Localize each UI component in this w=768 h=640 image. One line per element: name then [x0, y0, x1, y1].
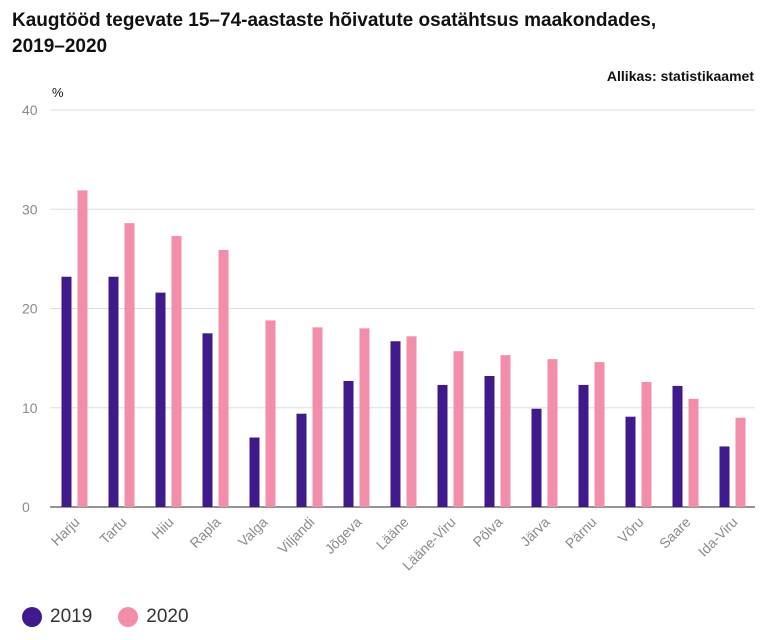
bar-2020-Viljandi	[312, 327, 323, 507]
x-category-label: Viljandi	[275, 514, 318, 557]
x-category-label: Ida-Viru	[695, 514, 741, 560]
bar-2019-Saare	[672, 385, 683, 507]
bar-2020-Harju	[77, 190, 88, 507]
bar-2019-Järva	[531, 408, 542, 507]
legend: 2019 2020	[22, 606, 189, 628]
x-category-label: Tartu	[96, 514, 129, 547]
bar-2020-Valga	[265, 320, 276, 507]
bar-2019-Põlva	[484, 375, 495, 507]
y-tick-label: 0	[22, 499, 30, 515]
legend-item-2020[interactable]: 2020	[118, 606, 189, 628]
chart-title: Kaugtööd tegevate 15–74-aastaste hõivatu…	[12, 10, 657, 57]
bar-2019-Võru	[625, 416, 636, 507]
y-tick-label: 40	[22, 102, 38, 118]
source-label: Allikas: statistikaamet	[606, 68, 754, 84]
x-category-label: Hiiu	[148, 514, 176, 542]
x-category-label: Lääne	[373, 514, 412, 553]
bar-2019-Lääne	[390, 341, 401, 507]
bar-2019-Viljandi	[296, 413, 307, 507]
x-category-label: Jõgeva	[321, 514, 364, 557]
y-tick-label: 20	[22, 301, 38, 317]
bar-2019-Ida-Viru	[719, 446, 730, 507]
bar-2019-Valga	[249, 437, 260, 507]
bar-2020-Põlva	[500, 355, 511, 507]
x-category-label: Saare	[656, 514, 694, 552]
bar-2020-Hiiu	[171, 236, 182, 508]
bar-2019-Jõgeva	[343, 380, 354, 507]
bar-2020-Pärnu	[594, 362, 605, 507]
legend-label-2020: 2020	[146, 606, 189, 627]
bar-2020-Tartu	[124, 223, 135, 507]
x-category-label: Valga	[235, 514, 271, 550]
bar-2019-Lääne-Viru	[437, 384, 448, 507]
y-unit-label: %	[52, 85, 64, 100]
bar-chart: % 0 10 20 30 40 Harju Tartu Hiiu Rapla Valga Vilj…	[22, 85, 755, 573]
legend-swatch-2020	[118, 607, 139, 627]
bar-2020-Järva	[547, 359, 558, 507]
bar-2019-Tartu	[108, 276, 119, 507]
bar-2020-Lääne	[406, 336, 417, 507]
legend-label-2019: 2019	[50, 606, 93, 627]
x-category-label: Harju	[48, 514, 83, 549]
y-tick-label: 10	[22, 400, 38, 416]
x-category-label: Rapla	[186, 514, 223, 551]
bar-2019-Pärnu	[578, 384, 589, 507]
x-category-label: Põlva	[470, 514, 506, 550]
bar-2020-Võru	[641, 381, 652, 507]
bar-2019-Rapla	[202, 333, 213, 507]
bar-2019-Harju	[61, 276, 72, 507]
bar-2020-Ida-Viru	[735, 417, 746, 507]
legend-item-2019[interactable]: 2019	[22, 606, 92, 628]
bar-2019-Hiiu	[155, 292, 166, 507]
bar-2020-Lääne-Viru	[453, 351, 464, 507]
x-category-label: Järva	[517, 514, 553, 550]
x-category-label: Pärnu	[562, 514, 600, 552]
bar-2020-Saare	[688, 398, 699, 507]
bar-2020-Rapla	[218, 249, 229, 507]
bar-2020-Jõgeva	[359, 328, 370, 507]
legend-swatch-2019	[22, 607, 42, 627]
x-category-label: Võru	[614, 514, 646, 546]
y-tick-label: 30	[22, 201, 38, 217]
